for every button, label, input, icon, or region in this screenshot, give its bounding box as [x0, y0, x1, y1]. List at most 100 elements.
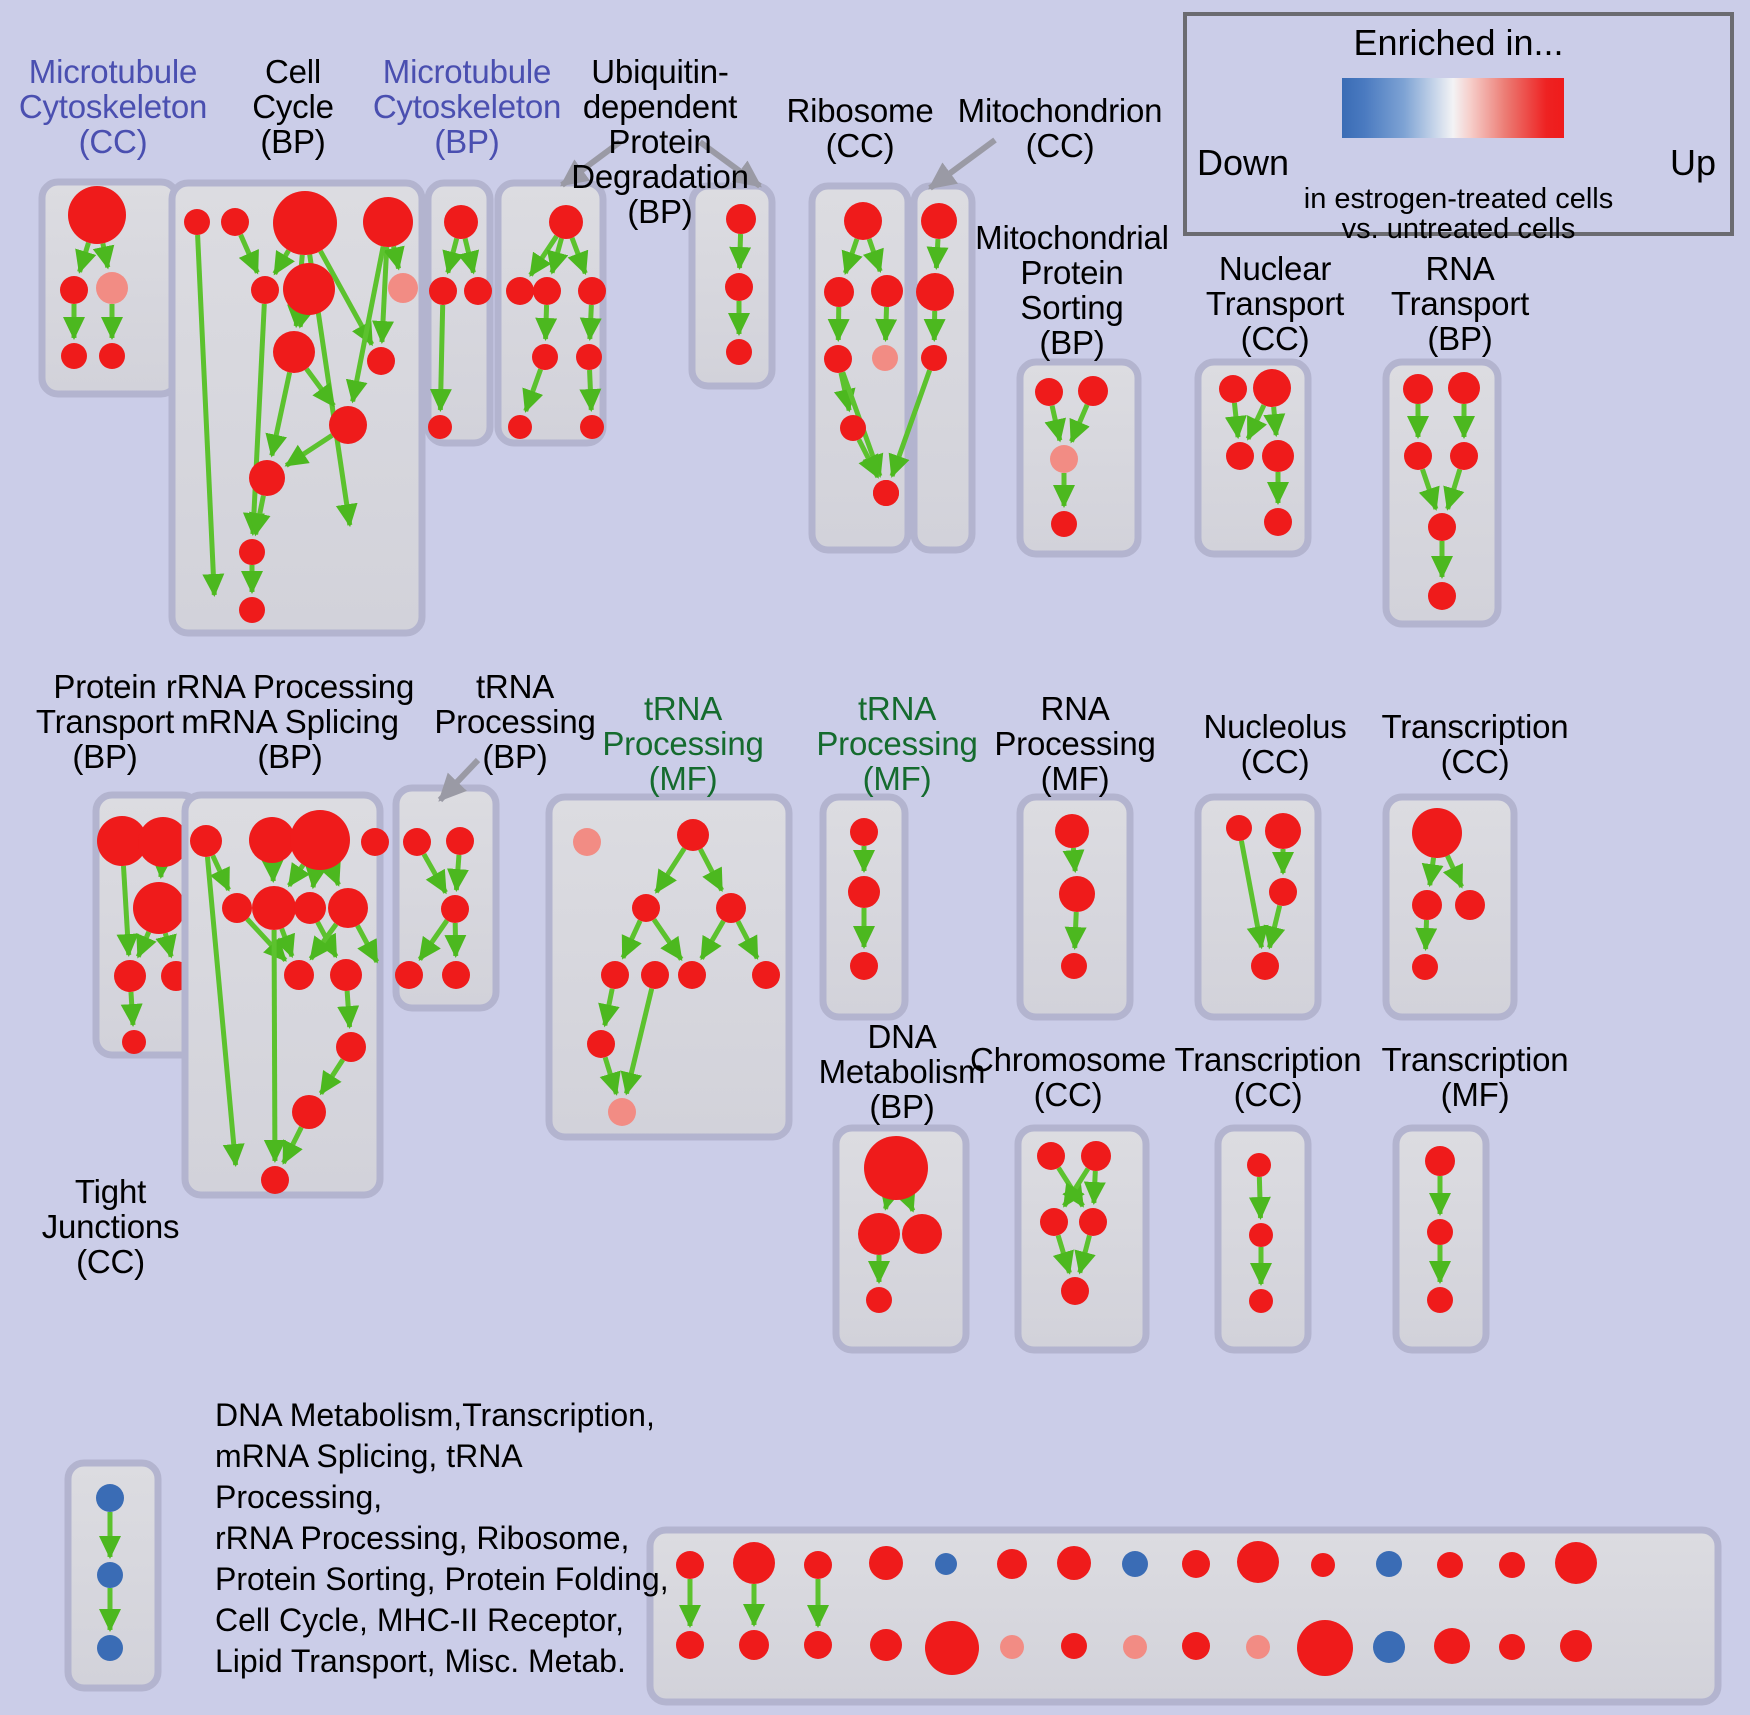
network-node[interactable] [1061, 953, 1087, 979]
network-node[interactable] [1555, 1542, 1597, 1584]
network-node[interactable] [601, 961, 629, 989]
network-node[interactable] [294, 892, 326, 924]
cluster-trna-processing-mf-2[interactable] [819, 793, 909, 1021]
network-node[interactable] [239, 597, 265, 623]
network-node[interactable] [578, 277, 606, 305]
network-node[interactable] [921, 345, 947, 371]
network-node[interactable] [873, 480, 899, 506]
network-node[interactable] [1251, 952, 1279, 980]
network-node[interactable] [1226, 815, 1252, 841]
network-node[interactable] [363, 197, 413, 247]
network-node[interactable] [916, 273, 954, 311]
network-node[interactable] [1427, 1287, 1453, 1313]
network-node[interactable] [441, 895, 469, 923]
network-node[interactable] [1061, 1633, 1087, 1659]
network-node[interactable] [508, 415, 532, 439]
network-node[interactable] [388, 273, 418, 303]
network-node[interactable] [1412, 890, 1442, 920]
network-node[interactable] [1265, 813, 1301, 849]
network-node[interactable] [506, 277, 534, 305]
network-node[interactable] [184, 209, 210, 235]
network-node[interactable] [632, 894, 660, 922]
network-node[interactable] [739, 1630, 769, 1660]
network-node[interactable] [1061, 1277, 1089, 1305]
cluster-rna-transport-bp[interactable] [1382, 358, 1502, 628]
network-node[interactable] [251, 276, 279, 304]
network-node[interactable] [935, 1553, 957, 1575]
network-node[interactable] [1425, 1146, 1455, 1176]
network-node[interactable] [403, 828, 431, 856]
network-node[interactable] [97, 1635, 123, 1661]
network-node[interactable] [138, 817, 188, 867]
network-node[interactable] [678, 961, 706, 989]
network-node[interactable] [533, 277, 561, 305]
network-node[interactable] [804, 1551, 832, 1579]
network-node[interactable] [1051, 511, 1077, 537]
network-node[interactable] [221, 208, 249, 236]
network-node[interactable] [133, 882, 185, 934]
network-node[interactable] [1247, 1153, 1271, 1177]
network-node[interactable] [290, 810, 350, 870]
network-node[interactable] [464, 277, 492, 305]
cluster-transcription-mf[interactable] [1392, 1124, 1490, 1354]
network-node[interactable] [60, 276, 88, 304]
network-node[interactable] [114, 960, 146, 992]
cluster-chromosome-cc[interactable] [1014, 1124, 1150, 1354]
network-node[interactable] [850, 818, 878, 846]
network-node[interactable] [292, 1095, 326, 1129]
cluster-protein-transport-bp[interactable] [92, 791, 202, 1059]
network-node[interactable] [336, 1032, 366, 1062]
network-node[interactable] [1560, 1630, 1592, 1662]
network-node[interactable] [446, 827, 474, 855]
cluster-microtubule-cc[interactable] [38, 178, 181, 398]
network-node[interactable] [68, 186, 126, 244]
network-node[interactable] [804, 1631, 832, 1659]
network-node[interactable] [1437, 1552, 1463, 1578]
network-node[interactable] [1000, 1635, 1024, 1659]
network-node[interactable] [925, 1621, 979, 1675]
network-node[interactable] [1040, 1208, 1068, 1236]
cluster-tight-junctions-cc[interactable] [64, 1459, 162, 1692]
network-node[interactable] [1123, 1635, 1147, 1659]
cluster-transcription-cc-top[interactable] [1382, 793, 1518, 1021]
network-node[interactable] [330, 959, 362, 991]
network-node[interactable] [726, 339, 752, 365]
cluster-microtubule-bp[interactable] [424, 179, 494, 447]
cluster-nuclear-transport-cc[interactable] [1194, 358, 1312, 558]
network-node[interactable] [844, 202, 882, 240]
cluster-trna-processing-mf-1[interactable] [545, 793, 793, 1141]
network-node[interactable] [902, 1214, 942, 1254]
network-node[interactable] [1081, 1141, 1111, 1171]
network-node[interactable] [1037, 1142, 1065, 1170]
network-node[interactable] [429, 277, 457, 305]
network-node[interactable] [1253, 369, 1291, 407]
network-node[interactable] [850, 952, 878, 980]
network-node[interactable] [726, 204, 756, 234]
network-node[interactable] [1428, 582, 1456, 610]
network-node[interactable] [61, 343, 87, 369]
network-node[interactable] [1237, 1541, 1279, 1583]
network-node[interactable] [1246, 1635, 1270, 1659]
network-node[interactable] [1448, 372, 1480, 404]
network-node[interactable] [1404, 442, 1432, 470]
network-node[interactable] [1249, 1223, 1273, 1247]
network-node[interactable] [864, 1136, 928, 1200]
network-node[interactable] [1249, 1289, 1273, 1313]
network-node[interactable] [249, 817, 295, 863]
network-node[interactable] [97, 816, 147, 866]
network-node[interactable] [283, 263, 335, 315]
network-node[interactable] [608, 1098, 636, 1126]
network-node[interactable] [1050, 445, 1078, 473]
network-node[interactable] [840, 415, 866, 441]
network-node[interactable] [1412, 954, 1438, 980]
cluster-mitochondrial-protein-sorting[interactable] [1016, 358, 1142, 558]
network-node[interactable] [866, 1287, 892, 1313]
cluster-dna-metabolism-bp[interactable] [832, 1124, 970, 1354]
network-node[interactable] [1219, 375, 1247, 403]
network-node[interactable] [532, 344, 558, 370]
network-node[interactable] [1427, 1219, 1453, 1245]
network-node[interactable] [576, 344, 602, 370]
network-node[interactable] [733, 1542, 775, 1584]
network-node[interactable] [96, 1484, 124, 1512]
network-node[interactable] [96, 272, 128, 304]
